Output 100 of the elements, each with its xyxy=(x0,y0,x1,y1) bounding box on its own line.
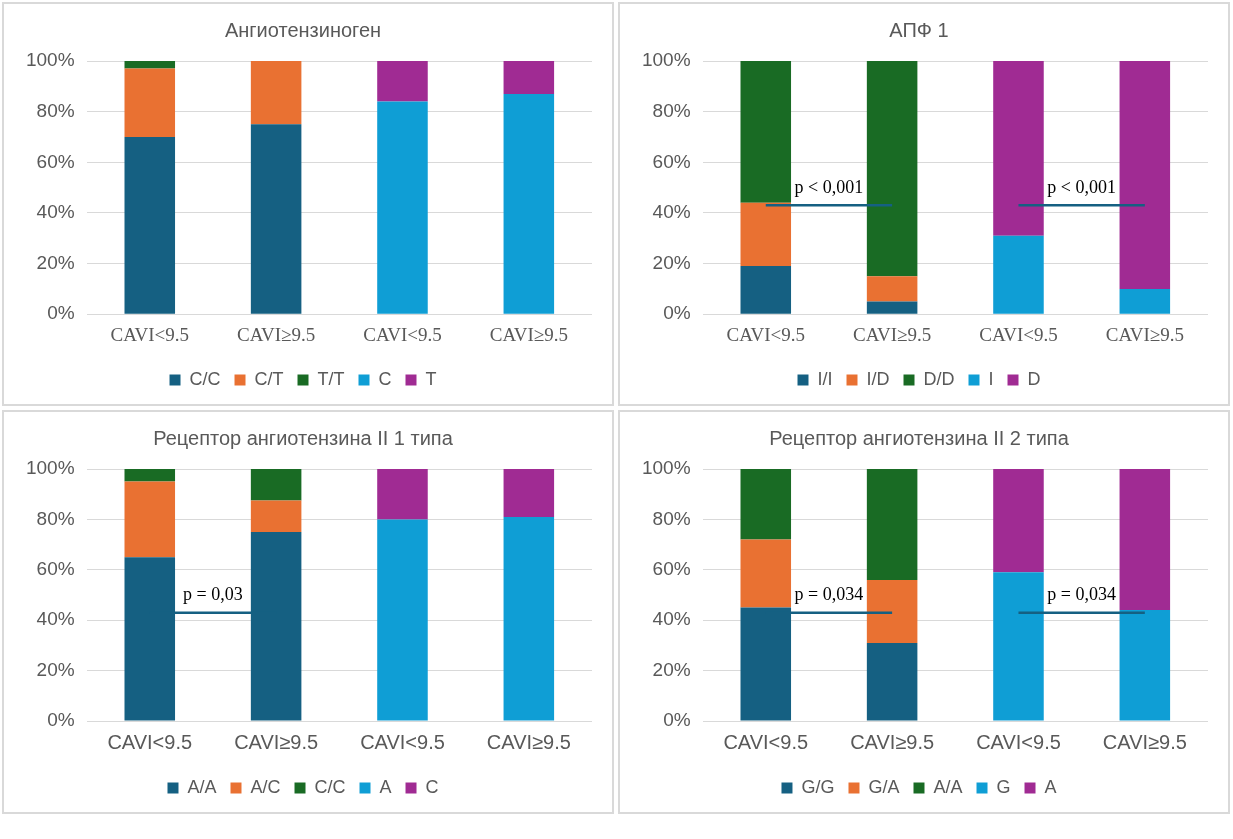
y-tick-label: 80% xyxy=(36,99,75,121)
y-tick-label: 100% xyxy=(641,49,691,71)
bar xyxy=(250,469,302,501)
bar xyxy=(866,579,918,643)
y-tick-label: 40% xyxy=(36,608,75,630)
bar xyxy=(377,101,428,314)
bar xyxy=(503,516,555,721)
legend-label: A/A xyxy=(187,776,217,797)
x-tick-label: CAVI≥9.5 xyxy=(850,730,935,753)
y-tick-label: 0% xyxy=(47,709,75,731)
y-tick-label: 60% xyxy=(36,150,75,172)
y-tick-label: 80% xyxy=(652,99,691,121)
bar xyxy=(1119,469,1171,611)
legend-label: G xyxy=(996,776,1011,797)
x-tick-label: CAVI<9.5 xyxy=(976,730,1061,753)
x-tick-label: CAVI≥9.5 xyxy=(486,730,571,753)
legend-label: A/A xyxy=(933,776,963,797)
bar xyxy=(503,61,555,94)
bar xyxy=(377,61,428,102)
bar xyxy=(124,68,176,137)
annotation: p = 0,034 xyxy=(794,584,864,605)
legend-label: C xyxy=(425,776,439,797)
y-tick-label: 60% xyxy=(652,150,691,172)
bar xyxy=(124,481,176,558)
bar xyxy=(993,61,1044,236)
chart-title: Рецептор ангиотензина II 2 типа xyxy=(769,426,1070,449)
y-tick-label: 20% xyxy=(652,251,691,273)
y-tick-label: 100% xyxy=(641,457,691,479)
legend-label: I/I xyxy=(817,368,833,389)
bar xyxy=(124,136,176,314)
bar xyxy=(993,235,1044,314)
bar xyxy=(866,642,918,721)
y-tick-label: 0% xyxy=(663,709,691,731)
bar xyxy=(993,572,1044,721)
legend-label: C xyxy=(378,368,392,389)
y-tick-label: 20% xyxy=(36,251,75,273)
x-tick-label: CAVI<9.5 xyxy=(107,730,193,753)
bar xyxy=(124,61,176,69)
bar xyxy=(503,93,555,314)
y-tick-label: 40% xyxy=(652,608,691,630)
legend-label: C/T xyxy=(254,368,284,389)
bar xyxy=(1119,61,1171,289)
x-tick-label: CAVI<9.5 xyxy=(726,323,805,345)
bar xyxy=(250,500,302,532)
bar xyxy=(124,469,176,482)
y-tick-label: 40% xyxy=(652,201,691,223)
chart-title: Ангиотензиноген xyxy=(224,18,382,41)
y-tick-label: 80% xyxy=(652,507,691,529)
y-tick-label: 0% xyxy=(47,302,75,324)
x-tick-label: CAVI≥9.5 xyxy=(234,730,319,753)
bar xyxy=(377,469,428,520)
bar xyxy=(377,519,428,721)
chart-title: АПФ 1 xyxy=(889,18,949,41)
legend-label: A xyxy=(1044,776,1057,797)
bar xyxy=(740,202,792,267)
x-tick-label: CAVI<9.5 xyxy=(360,730,445,753)
bar xyxy=(503,469,555,517)
bar xyxy=(740,266,792,314)
legend-label: A/C xyxy=(250,776,281,797)
legend-label: D/D xyxy=(923,368,955,389)
legend-label: T xyxy=(425,368,437,389)
annotation: p < 0,001 xyxy=(1047,177,1116,198)
bar xyxy=(1119,288,1171,314)
legend-label: C/C xyxy=(189,368,221,389)
legend-label: D xyxy=(1027,368,1041,389)
bar xyxy=(866,61,918,277)
x-tick-label: CAVI<9.5 xyxy=(723,730,809,753)
legend-label: G/A xyxy=(868,776,900,797)
bar xyxy=(740,469,792,540)
annotation: p = 0,03 xyxy=(183,584,243,605)
x-tick-label: CAVI<9.5 xyxy=(363,323,442,345)
bar xyxy=(1119,610,1171,721)
annotation: p < 0,001 xyxy=(794,177,864,198)
y-tick-label: 20% xyxy=(36,658,75,680)
y-tick-label: 40% xyxy=(36,201,75,223)
legend-label: T/T xyxy=(317,368,345,389)
legend-label: I xyxy=(988,368,994,389)
x-tick-label: CAVI≥9.5 xyxy=(237,323,316,345)
legend-label: A xyxy=(379,776,392,797)
x-tick-label: CAVI≥9.5 xyxy=(853,323,932,345)
bar xyxy=(993,469,1044,573)
bar xyxy=(740,539,792,608)
bar xyxy=(740,61,792,203)
y-tick-label: 60% xyxy=(36,558,75,580)
bar xyxy=(250,61,302,125)
y-tick-label: 80% xyxy=(36,507,75,529)
bar xyxy=(250,124,302,314)
y-tick-label: 20% xyxy=(652,658,691,680)
annotation: p = 0,034 xyxy=(1047,584,1116,605)
x-tick-label: CAVI≥9.5 xyxy=(489,323,568,345)
bar xyxy=(866,301,918,314)
y-tick-label: 0% xyxy=(663,302,691,324)
x-tick-label: CAVI≥9.5 xyxy=(1105,323,1184,345)
legend-label: C/C xyxy=(314,776,346,797)
bar xyxy=(866,469,918,580)
bar xyxy=(866,276,918,302)
y-tick-label: 60% xyxy=(652,558,691,580)
x-tick-label: CAVI<9.5 xyxy=(979,323,1058,345)
x-tick-label: CAVI≥9.5 xyxy=(1102,730,1187,753)
y-tick-label: 100% xyxy=(25,49,75,71)
